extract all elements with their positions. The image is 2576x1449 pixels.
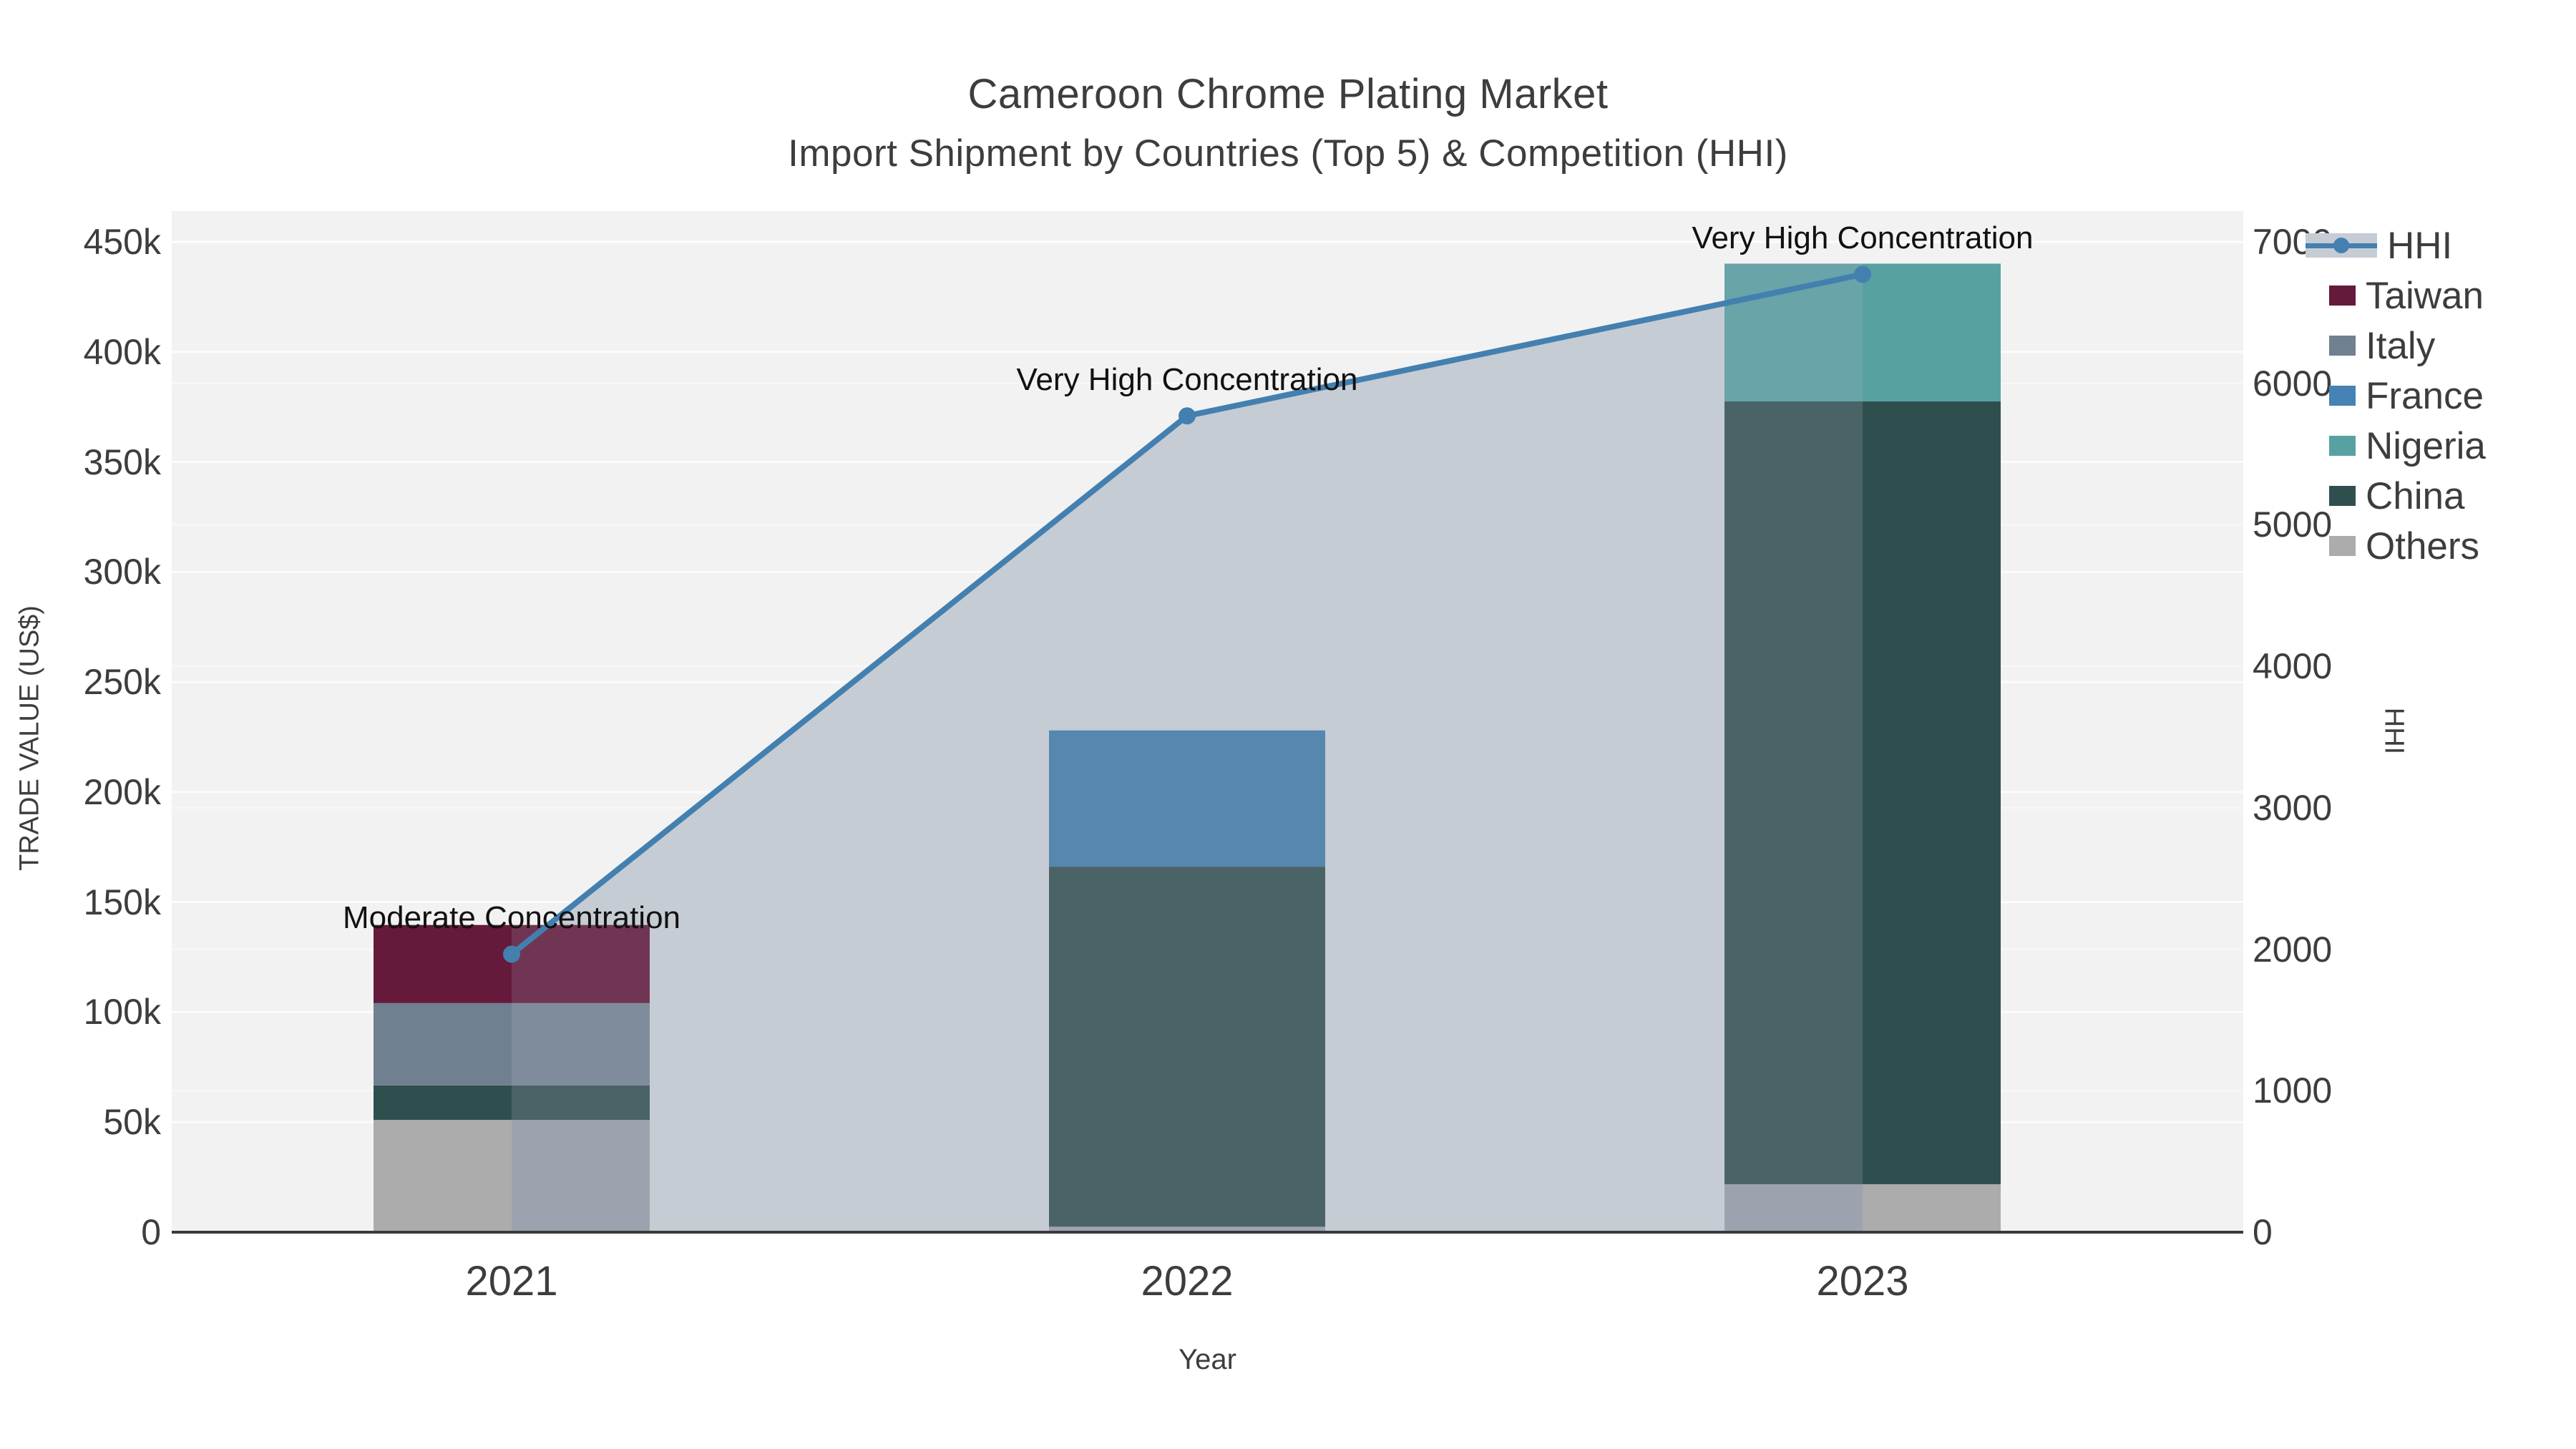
y2-axis-tick-label: 5000 xyxy=(2253,504,2333,545)
legend-swatch-nigeria xyxy=(2329,436,2356,456)
legend-label-italy: Italy xyxy=(2366,324,2436,367)
legend-hhi-line-sample xyxy=(2306,233,2377,258)
y-axis-tick-label: 250k xyxy=(83,662,161,703)
annotation-2023: Very High Concentration xyxy=(1692,220,2034,256)
bar-segment-france-2022 xyxy=(1049,730,1325,867)
chart-title: Cameroon Chrome Plating Market xyxy=(967,71,1609,117)
y2-axis-tick-label: 3000 xyxy=(2253,787,2333,828)
bar-segment-others-2022 xyxy=(1049,1226,1325,1232)
y-axis-tick-label: 350k xyxy=(83,441,161,482)
y2-axis-tick-label: 2000 xyxy=(2253,929,2333,970)
y2-axis-tick-label: 4000 xyxy=(2253,646,2333,687)
hhi-marker-2021 xyxy=(503,945,520,963)
legend-label-taiwan: Taiwan xyxy=(2366,274,2484,317)
bar-segment-taiwan-2021 xyxy=(374,924,512,1003)
x-axis-tick-label: 2021 xyxy=(465,1258,558,1304)
bar-segment-others-2023 xyxy=(1863,1184,2001,1232)
bar-segment-others-2021 xyxy=(374,1120,512,1232)
x-axis-title: Year xyxy=(1179,1344,1236,1375)
bar-segment-others-2023 xyxy=(1724,1184,1863,1232)
legend-label-hhi: HHI xyxy=(2387,224,2453,267)
legend-label-france: France xyxy=(2366,374,2484,417)
x-axis-tick-label: 2023 xyxy=(1816,1258,1909,1304)
legend-item-hhi[interactable]: HHI xyxy=(2306,220,2576,270)
legend-swatch-china xyxy=(2329,486,2356,506)
bar-segment-italy-2021 xyxy=(374,1002,512,1085)
bar-segment-china-2023 xyxy=(1863,401,2001,1184)
legend-item-france[interactable]: France xyxy=(2306,371,2576,421)
legend-label-china: China xyxy=(2366,474,2465,517)
y2-axis-tick-label: 1000 xyxy=(2253,1070,2333,1111)
hhi-marker-2022 xyxy=(1179,407,1196,425)
annotation-2022: Very High Concentration xyxy=(1016,362,1358,398)
y-axis-tick-label: 450k xyxy=(83,222,161,262)
x-axis-tick-label: 2022 xyxy=(1141,1258,1234,1304)
bar-segment-others-2021 xyxy=(512,1120,650,1232)
y2-axis-tick-label: 6000 xyxy=(2253,363,2333,404)
y-axis-tick-label: 400k xyxy=(83,331,161,372)
y-axis-tick-label: 50k xyxy=(103,1102,161,1143)
legend-swatch-taiwan xyxy=(2329,286,2356,306)
bar-segment-china-2021 xyxy=(374,1085,512,1121)
y-axis-tick-label: 300k xyxy=(83,552,161,592)
legend-item-taiwan[interactable]: Taiwan xyxy=(2306,270,2576,321)
bar-segment-nigeria-2023 xyxy=(1863,263,2001,401)
legend-item-nigeria[interactable]: Nigeria xyxy=(2306,421,2576,471)
bar-segment-china-2021 xyxy=(512,1085,650,1121)
chart-subtitle: Import Shipment by Countries (Top 5) & C… xyxy=(788,132,1788,175)
legend-item-china[interactable]: China xyxy=(2306,471,2576,521)
y-axis-title: TRADE VALUE (US$) xyxy=(14,605,45,871)
bar-segment-nigeria-2023 xyxy=(1724,263,1863,401)
hhi-marker-2023 xyxy=(1854,265,1871,283)
legend-swatch-others xyxy=(2329,536,2356,556)
legend-hhi-marker-dot xyxy=(2333,238,2349,253)
y-axis-tick-label: 0 xyxy=(141,1212,161,1252)
annotation-2021: Moderate Concentration xyxy=(342,900,681,936)
bar-segment-china-2022 xyxy=(1049,867,1325,1227)
legend-item-others[interactable]: Others xyxy=(2306,521,2576,571)
bar-segment-china-2023 xyxy=(1724,401,1863,1184)
legend-swatch-france xyxy=(2329,386,2356,406)
legend-label-nigeria: Nigeria xyxy=(2366,424,2486,467)
legend-swatch-italy xyxy=(2329,336,2356,356)
bar-segment-italy-2021 xyxy=(512,1002,650,1085)
legend-item-italy[interactable]: Italy xyxy=(2306,321,2576,371)
y-axis-tick-label: 150k xyxy=(83,882,161,922)
y2-axis-tick-label: 0 xyxy=(2253,1212,2273,1252)
legend-label-others: Others xyxy=(2366,525,2480,567)
y-axis-tick-label: 200k xyxy=(83,771,161,812)
y-axis-tick-label: 100k xyxy=(83,992,161,1033)
